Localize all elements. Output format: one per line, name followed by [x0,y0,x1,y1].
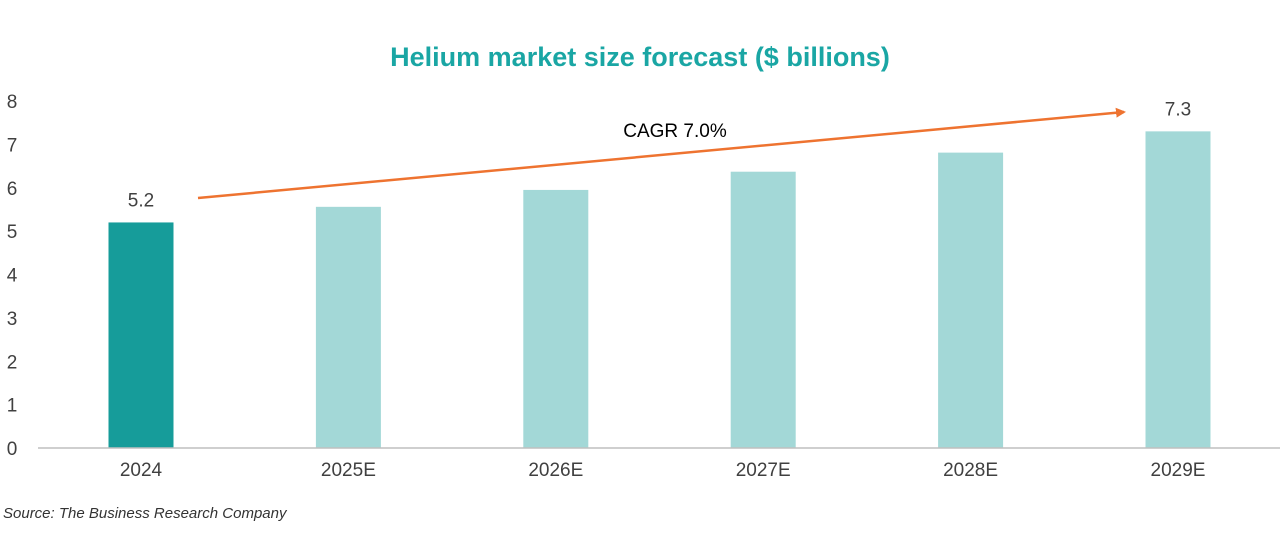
x-tick-label: 2024 [120,460,163,481]
y-tick-label: 6 [7,179,18,200]
data-label: 7.3 [1165,99,1191,120]
x-tick-label: 2027E [736,460,791,481]
data-label: 5.2 [128,190,154,211]
y-tick-label: 5 [7,222,18,243]
x-tick-label: 2025E [321,460,376,481]
y-tick-label: 0 [7,439,18,460]
bar-2029E [1145,131,1211,449]
y-tick-label: 7 [7,135,18,156]
bar-2025E [315,206,381,448]
chart-title: Helium market size forecast ($ billions) [390,42,890,72]
y-tick-label: 8 [7,92,18,113]
bar-2024 [108,222,174,448]
x-tick-label: 2028E [943,460,998,481]
bar-2027E [730,171,796,449]
y-tick-label: 1 [7,396,18,417]
cagr-label: CAGR 7.0% [623,121,727,142]
bar-2028E [938,152,1004,448]
x-tick-label: 2029E [1151,460,1206,481]
bar-2026E [523,189,589,448]
x-tick-label: 2026E [528,460,583,481]
y-tick-label: 4 [7,266,18,287]
y-tick-label: 2 [7,352,18,373]
cagr-arrow [197,107,1126,200]
y-tick-label: 3 [7,309,18,330]
source-note: Source: The Business Research Company [3,505,288,522]
